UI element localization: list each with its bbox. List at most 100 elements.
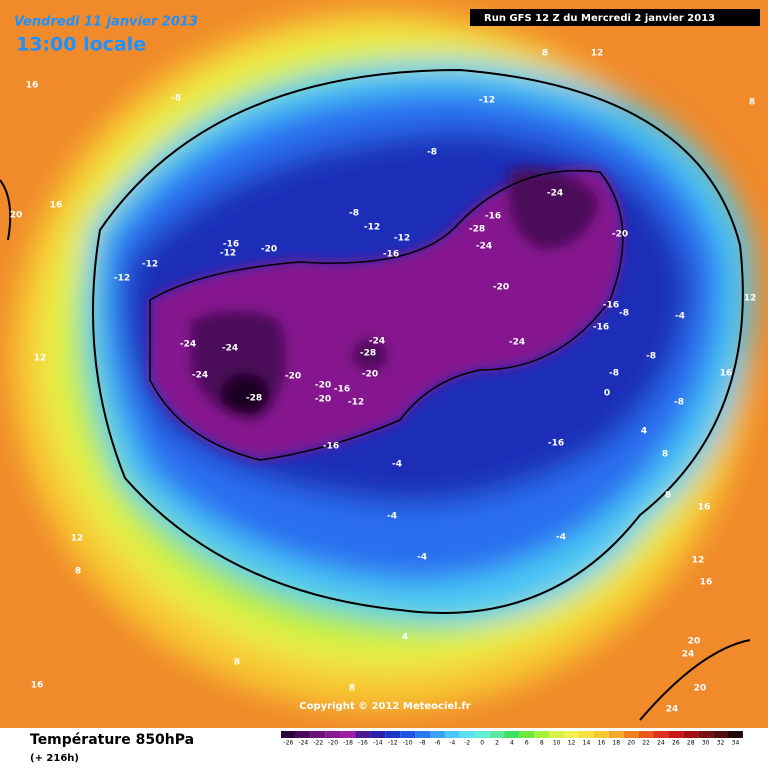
contour-label: -16 [548,439,564,449]
scale-tick-label: 30 [702,740,710,747]
contour-label: -8 [609,369,619,379]
contour-label: -16 [603,301,619,311]
contour-label: 24 [666,705,679,715]
contour-label: 8 [749,98,755,108]
scale-swatch [683,731,699,738]
scale-tick-label: 24 [657,740,665,747]
contour-label: -16 [593,323,609,333]
scale-swatch [608,731,624,738]
contour-label: -24 [222,344,238,354]
scale-tick-label: 28 [687,740,695,747]
scale-swatch [474,731,490,738]
contour-label: -28 [469,225,485,235]
contour-label: -20 [261,245,277,255]
scale-tick-label: 34 [732,740,740,747]
scale-tick-label: -22 [313,740,323,747]
contour-label: -12 [364,223,380,233]
contour-label: 20 [688,637,701,647]
contour-labels: 16-8 -121288-82016-8-12-16-24-28-24-20-16… [10,49,757,715]
contour-label: 8 [234,658,240,668]
contour-label: 12 [744,294,757,304]
scale-tick-label: 26 [672,740,680,747]
forecast-date: Vendredi 11 janvier 2013 [14,15,198,30]
contour-label: 8 [349,684,355,694]
scale-swatch [400,731,416,738]
contour-label: -20 [285,372,301,382]
scale-tick-label: 2 [495,740,499,747]
contour-label: -16 [323,442,339,452]
scale-swatch [504,731,520,738]
contour-label: -8 [349,209,359,219]
scale-tick-label: -16 [358,740,368,747]
scale-swatch [564,731,579,738]
scale-swatch [534,731,550,738]
contour-label: -16 [334,385,350,395]
contour-label: 16 [700,578,713,588]
copyright: Copyright © 2012 Meteociel.fr [299,701,470,712]
scale-swatch [519,731,535,738]
contour-label: -20 [612,230,628,240]
contour-label: -12 [142,260,158,270]
contour-label: -4 [387,512,397,522]
contour-label: 16 [31,681,44,691]
contour-label: -20 [315,381,331,391]
contour-label: 0 [604,389,610,399]
run-info: Run GFS 12 Z du Mercredi 2 janvier 2013 [484,13,715,24]
contour-label: -12 [394,234,410,244]
footer-title: Température 850hPa [30,732,194,748]
contour-label: -24 [192,371,208,381]
contour-label: -4 [392,460,402,470]
contour-label: 16 [26,81,39,91]
contour-label: -20 [362,370,378,380]
scale-swatch [579,731,594,738]
scale-swatch [623,731,639,738]
run-banner [470,9,760,26]
contour-label: 12 [591,49,604,59]
contour-label: -28 [360,349,376,359]
scale-tick-label: -26 [284,740,294,747]
scale-swatch [653,731,669,738]
scale-swatch [638,731,654,738]
scale-tick-label: -6 [434,740,440,747]
scale-tick-label: 6 [525,740,529,747]
scale-swatch [668,731,684,738]
contour-label: 8 [75,567,81,577]
forecast-time: 13:00 locale [16,34,146,56]
contour-label: -4 [675,312,685,322]
scale-swatch [430,731,445,738]
contour-label: -12 [348,398,364,408]
scale-swatch [370,731,386,738]
scale-tick-label: 14 [583,740,591,747]
scale-swatch [325,731,341,738]
scale-tick-label: -12 [388,740,398,747]
scale-tick-label: -2 [464,740,470,747]
contour-label: -16 [383,250,399,260]
scale-tick-label: 8 [540,740,544,747]
temperature-field [0,0,768,728]
contour-label: 4 [641,427,647,437]
scale-tick-label: 12 [568,740,576,747]
color-scale: -26 -24 -22 -20 -18 -16 -14 -12 -10 -8 -6 -4 -2 0 2 4 6 8… [281,731,743,747]
contour-label: -24 [476,242,492,252]
scale-swatch [415,731,430,738]
contour-label: 20 [694,684,707,694]
scale-tick-label: -18 [343,740,353,747]
scale-swatch [444,731,460,738]
scale-swatch [713,731,728,738]
contour-label: 8 [662,450,668,460]
scale-swatch [459,731,475,738]
contour-label: 16 [50,201,63,211]
contour-label: -12 [220,249,236,259]
scale-swatch [295,731,311,738]
scale-tick-label: 20 [627,740,635,747]
contour-label: 12 [692,556,705,566]
scale-tick-label: 4 [510,740,514,747]
scale-swatch [728,731,743,738]
contour-label: 20 [10,211,23,221]
scale-swatch [549,731,565,738]
contour-label: -28 [246,394,262,404]
contour-label: 8 [665,491,671,501]
contour-label: -16 [485,212,501,222]
scale-tick-label: 18 [612,740,620,747]
contour-label: 16 [720,369,733,379]
